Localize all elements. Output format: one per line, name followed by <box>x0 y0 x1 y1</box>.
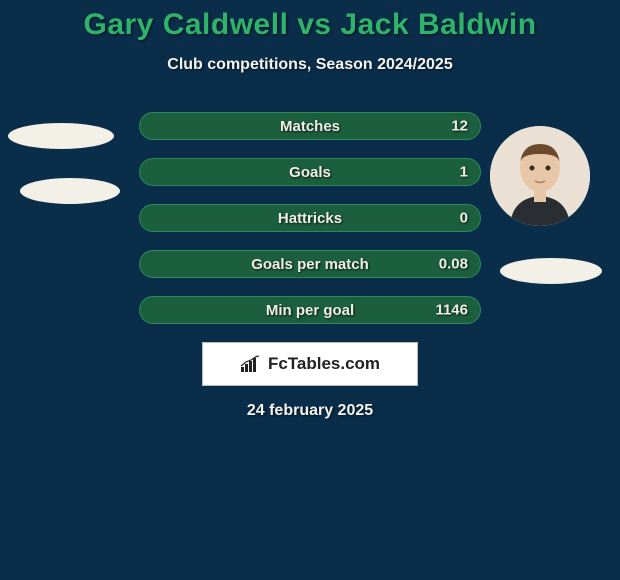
stat-row-hattricks: Hattricks 0 <box>139 204 481 232</box>
stat-label: Hattricks <box>278 210 342 227</box>
stat-value-right: 1 <box>460 164 468 181</box>
stat-value-right: 0 <box>460 210 468 227</box>
right-player-shadow <box>500 258 602 284</box>
source-logo: FcTables.com <box>202 342 418 386</box>
stat-value-right: 0.08 <box>439 256 468 273</box>
stat-label: Matches <box>280 118 340 135</box>
page-title: Gary Caldwell vs Jack Baldwin <box>0 8 620 42</box>
date-label: 24 february 2025 <box>0 402 620 420</box>
person-icon <box>490 126 590 226</box>
logo-text: FcTables.com <box>268 354 380 374</box>
left-player-placeholder-1 <box>8 123 114 149</box>
bar-chart-icon <box>240 355 262 373</box>
stat-value-right: 12 <box>451 118 468 135</box>
stat-row-min-per-goal: Min per goal 1146 <box>139 296 481 324</box>
stat-label: Min per goal <box>266 302 354 319</box>
stat-row-goals-per-match: Goals per match 0.08 <box>139 250 481 278</box>
comparison-infographic: Gary Caldwell vs Jack Baldwin Club compe… <box>0 0 620 580</box>
stat-row-goals: Goals 1 <box>139 158 481 186</box>
stat-row-matches: Matches 12 <box>139 112 481 140</box>
stat-label: Goals per match <box>251 256 369 273</box>
right-player-avatar <box>490 126 590 226</box>
subtitle: Club competitions, Season 2024/2025 <box>0 56 620 74</box>
stat-value-right: 1146 <box>435 302 468 319</box>
stat-label: Goals <box>289 164 331 181</box>
left-player-placeholder-2 <box>20 178 120 204</box>
